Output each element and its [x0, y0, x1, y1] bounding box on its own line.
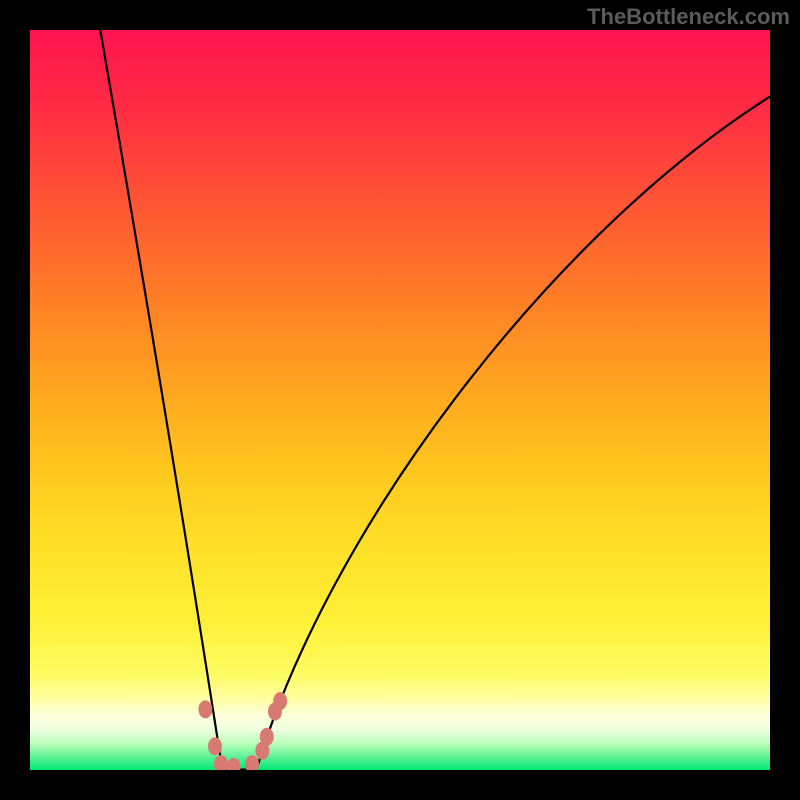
chart-container: TheBottleneck.com [0, 0, 800, 800]
data-marker [227, 758, 241, 770]
data-marker [214, 755, 228, 770]
data-marker [273, 692, 287, 710]
data-marker [245, 755, 259, 770]
data-marker [198, 700, 212, 718]
data-marker [208, 737, 222, 755]
watermark-text: TheBottleneck.com [587, 4, 790, 30]
data-marker [260, 728, 274, 746]
data-markers [30, 30, 770, 770]
plot-area [30, 30, 770, 770]
